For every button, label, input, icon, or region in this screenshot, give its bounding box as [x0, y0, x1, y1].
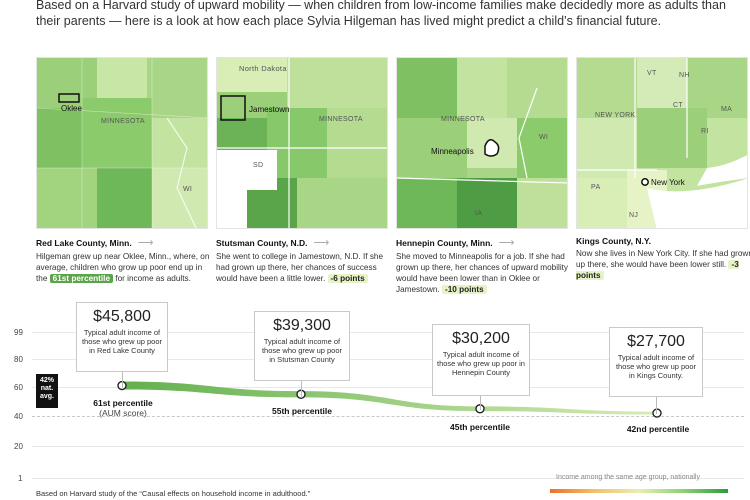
intro-text: Based on a Harvard study of upward mobil… — [36, 0, 726, 28]
map-label-oklee: Oklee — [61, 104, 82, 113]
map-label-ma: MA — [721, 106, 733, 113]
map-label-wi: WI — [183, 186, 193, 193]
map-label-ia: IA — [475, 210, 483, 217]
callout-hennepin: $30,200 Typical adult income of those wh… — [432, 324, 530, 396]
arrow-right-icon: ⟶ — [313, 237, 330, 249]
column-body: She went to college in Jamestown, N.D. I… — [216, 251, 394, 284]
column-title: Red Lake County, Minn. ⟶ — [36, 236, 214, 249]
national-average-label-2: avg. — [39, 393, 54, 400]
gridline-20 — [32, 446, 744, 447]
map-label-minnesota-2: MINNESOTA — [319, 116, 363, 123]
gridline-99 — [32, 332, 744, 333]
percentile-label-hennepin: 45th percentile — [450, 422, 510, 432]
callout-income: $30,200 — [452, 330, 510, 347]
map-label-ct: CT — [673, 102, 683, 109]
callout-desc: Typical adult income of those who grew u… — [615, 353, 697, 380]
y-tick-1: 1 — [18, 474, 23, 483]
callout-income: $39,300 — [273, 317, 331, 334]
column-kings: Kings County, N.Y. Now she lives in New … — [576, 236, 750, 281]
map-kings-graphic — [577, 58, 747, 228]
gridline-80 — [32, 359, 744, 360]
callout-desc: Typical adult income of those who grew u… — [81, 328, 163, 355]
map-hennepin-graphic — [397, 58, 567, 228]
callout-income: $45,800 — [93, 308, 151, 325]
column-body: She moved to Minneapolis for a job. If s… — [396, 251, 574, 295]
gridline-40 — [32, 416, 744, 417]
percentile-label-text: 61st percentile — [93, 398, 153, 408]
map-label-pa: PA — [591, 184, 601, 191]
callout-connector — [122, 370, 123, 388]
column-title: Stutsman County, N.D. ⟶ — [216, 236, 394, 249]
column-body-after: for income as adults. — [115, 274, 191, 283]
percentile-sublabel: (AUM score) — [99, 408, 147, 418]
map-stutsman: North Dakota Jamestown MINNESOTA SD — [216, 57, 388, 229]
footnote: Based on Harvard study of the “Causal ef… — [36, 489, 311, 498]
map-hennepin: MINNESOTA Minneapolis WI IA — [396, 57, 568, 229]
column-body: Now she lives in New York City. If she h… — [576, 248, 750, 281]
callout-income: $27,700 — [627, 333, 685, 350]
column-body: Hilgeman grew up near Oklee, Minn., wher… — [36, 251, 214, 284]
y-tick-40: 40 — [14, 412, 23, 421]
column-body-text: She moved to Minneapolis for a job. If s… — [396, 252, 569, 294]
percentile-badge: 61st percentile — [49, 274, 114, 283]
national-average-value: 42% — [39, 377, 54, 384]
map-label-ri: RI — [701, 128, 709, 135]
y-tick-60: 60 — [14, 383, 23, 392]
callout-kings: $27,700 Typical adult income of those wh… — [609, 327, 703, 397]
map-label-wi-2: WI — [539, 134, 549, 141]
map-label-north-dakota: North Dakota — [239, 64, 287, 73]
map-label-minnesota: MINNESOTA — [101, 118, 145, 125]
map-kings: VT NH NEW YORK CT RI MA PA New York NJ — [576, 57, 748, 229]
map-label-minneapolis: Minneapolis — [431, 147, 474, 156]
map-label-nj: NJ — [629, 212, 639, 219]
map-label-sd: SD — [253, 162, 264, 169]
callout-connector — [301, 380, 302, 398]
column-body-text: She went to college in Jamestown, N.D. I… — [216, 252, 384, 283]
y-tick-99: 99 — [14, 328, 23, 337]
column-stutsman: Stutsman County, N.D. ⟶ She went to colle… — [216, 236, 394, 284]
callout-desc: Typical adult income of those who grew u… — [261, 337, 343, 364]
map-label-jamestown: Jamestown — [249, 105, 290, 114]
callout-red-lake: $45,800 Typical adult income of those wh… — [76, 302, 168, 372]
y-tick-80: 80 — [14, 355, 23, 364]
column-title-text: Red Lake County, Minn. — [36, 237, 132, 248]
column-title: Kings County, N.Y. — [576, 236, 750, 246]
points-badge: -6 points — [327, 274, 368, 283]
column-body-text: Hilgeman grew up near Oklee, Minn., wher… — [36, 252, 210, 283]
column-hennepin: Hennepin County, Minn. ⟶ She moved to Min… — [396, 236, 574, 295]
map-stutsman-graphic — [217, 58, 387, 228]
percentile-label-stutsman: 55th percentile — [272, 406, 332, 416]
column-title-text: Stutsman County, N.D. — [216, 237, 308, 248]
legend-text: Income among the same age group, nationa… — [556, 474, 700, 481]
percentile-label-red-lake: 61st percentile (AUM score) — [78, 398, 168, 418]
column-red-lake: Red Lake County, Minn. ⟶ Hilgeman grew up… — [36, 236, 214, 284]
national-average-label-1: nat. — [40, 385, 54, 392]
arrow-right-icon: ⟶ — [137, 237, 154, 249]
y-tick-20: 20 — [14, 442, 23, 451]
callout-connector — [480, 396, 481, 410]
map-label-new-york-state: NEW YORK — [595, 112, 636, 119]
map-label-minnesota-3: MINNESOTA — [441, 116, 485, 123]
national-average-badge: 42% nat. avg. — [36, 374, 58, 408]
column-title-text: Hennepin County, Minn. — [396, 237, 493, 248]
map-label-nh: NH — [679, 72, 690, 79]
column-body-text: Now she lives in New York City. If she h… — [576, 249, 750, 269]
callout-stutsman: $39,300 Typical adult income of those wh… — [254, 311, 350, 381]
gridline-1 — [32, 478, 744, 479]
callout-connector — [656, 396, 657, 414]
map-label-vt: VT — [647, 70, 657, 77]
map-label-new-york-city: New York — [651, 178, 685, 187]
column-title: Hennepin County, Minn. ⟶ — [396, 236, 574, 249]
callout-desc: Typical adult income of those who grew u… — [437, 350, 525, 377]
column-title-text: Kings County, N.Y. — [576, 236, 651, 246]
map-red-lake-graphic — [37, 58, 207, 228]
legend-color-bar — [550, 489, 728, 493]
arrow-right-icon: ⟶ — [498, 237, 515, 249]
map-red-lake: Oklee MINNESOTA WI — [36, 57, 208, 229]
points-badge: -10 points — [441, 285, 487, 294]
percentile-label-kings: 42nd percentile — [626, 424, 690, 434]
